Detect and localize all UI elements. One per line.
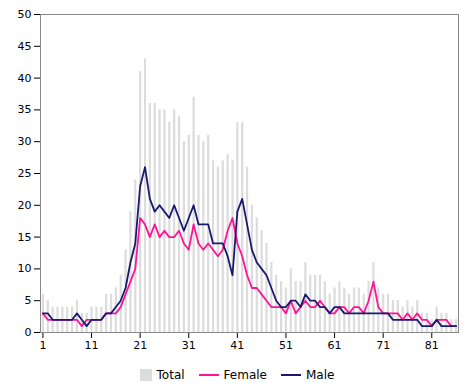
svg-text:81: 81 xyxy=(425,339,439,352)
svg-text:15: 15 xyxy=(18,231,32,244)
svg-text:45: 45 xyxy=(18,40,32,53)
svg-text:61: 61 xyxy=(328,339,342,352)
svg-text:21: 21 xyxy=(133,339,147,352)
svg-text:71: 71 xyxy=(376,339,390,352)
svg-text:50: 50 xyxy=(18,8,32,21)
svg-text:11: 11 xyxy=(85,339,99,352)
svg-text:0: 0 xyxy=(25,326,32,339)
svg-text:40: 40 xyxy=(18,72,32,85)
html-text:Total: Total xyxy=(156,368,185,382)
svg-text:20: 20 xyxy=(18,199,32,212)
svg-text:51: 51 xyxy=(279,339,293,352)
svg-text:41: 41 xyxy=(230,339,244,352)
svg-text:1: 1 xyxy=(39,339,46,352)
html-text:Male: Male xyxy=(306,368,335,382)
svg-text:30: 30 xyxy=(18,135,32,148)
svg-text:35: 35 xyxy=(18,103,32,116)
html-text:Female: Female xyxy=(223,368,267,382)
svg-text:10: 10 xyxy=(18,262,32,275)
svg-text:31: 31 xyxy=(182,339,196,352)
svg-text:5: 5 xyxy=(25,294,32,307)
svg-text:25: 25 xyxy=(18,167,32,180)
